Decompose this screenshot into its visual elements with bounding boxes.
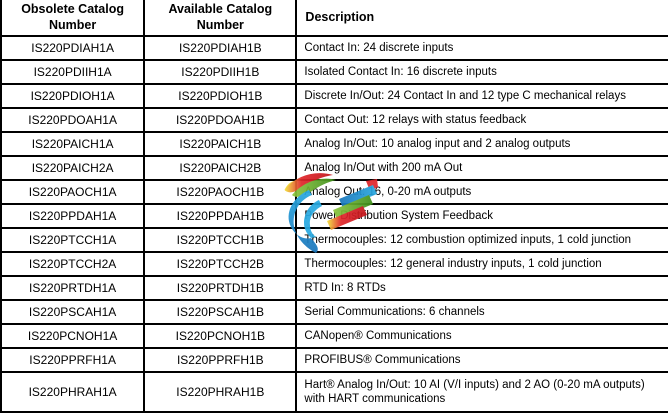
obsolete-cell: IS220PTCCH2A xyxy=(1,252,146,277)
obsolete-cell: IS220PAOCH1A xyxy=(1,180,146,205)
table-row: IS220PTCCH1A IS220PTCCH1B Thermocouples:… xyxy=(1,228,668,253)
description-cell: PROFIBUS® Communications xyxy=(296,348,668,373)
table-row: IS220PTCCH2A IS220PTCCH2B Thermocouples:… xyxy=(1,252,668,277)
table-row: IS220PAICH1A IS220PAICH1B Analog In/Out:… xyxy=(1,132,668,157)
description-cell: Discrete In/Out: 24 Contact In and 12 ty… xyxy=(296,84,668,109)
available-cell: IS220PTCCH2B xyxy=(144,252,298,277)
description-cell: Isolated Contact In: 16 discrete inputs xyxy=(296,60,668,85)
obsolete-cell: IS220PDIOH1A xyxy=(1,84,146,109)
available-cell: IS220PDOAH1B xyxy=(144,108,298,133)
obsolete-cell: IS220PAICH2A xyxy=(1,156,146,181)
description-cell: Power Distribution System Feedback xyxy=(296,204,668,229)
available-cell: IS220PAICH2B xyxy=(144,156,298,181)
table-body: IS220PDIAH1A IS220PDIAH1B Contact In: 24… xyxy=(1,36,668,413)
available-cell: IS220PDIAH1B xyxy=(144,36,298,61)
table-row: IS220PDIIH1A IS220PDIIH1B Isolated Conta… xyxy=(1,60,668,85)
available-cell: IS220PAOCH1B xyxy=(144,180,298,205)
table-row: IS220PCNOH1A IS220PCNOH1B CANopen® Commu… xyxy=(1,324,668,349)
description-cell: Contact In: 24 discrete inputs xyxy=(296,36,668,61)
available-cell: IS220PSCAH1B xyxy=(144,300,298,325)
col-header-obsolete-catalog-number: Obsolete Catalog Number xyxy=(1,0,146,37)
obsolete-cell: IS220PCNOH1A xyxy=(1,324,146,349)
obsolete-cell: IS220PDIAH1A xyxy=(1,36,146,61)
available-cell: IS220PAICH1B xyxy=(144,132,298,157)
description-cell: Analog In/Out: 10 analog input and 2 ana… xyxy=(296,132,668,157)
table-row: IS220PHRAH1A IS220PHRAH1B Hart® Analog I… xyxy=(1,372,668,413)
description-cell: Thermocouples: 12 combustion optimized i… xyxy=(296,228,668,253)
obsolete-cell: IS220PRTDH1A xyxy=(1,276,146,301)
table-row: IS220PAOCH1A IS220PAOCH1B Analog Out: 16… xyxy=(1,180,668,205)
table-row: IS220PDIAH1A IS220PDIAH1B Contact In: 24… xyxy=(1,36,668,61)
description-cell: Thermocouples: 12 general industry input… xyxy=(296,252,668,277)
table-row: IS220PRTDH1A IS220PRTDH1B RTD In: 8 RTDs xyxy=(1,276,668,301)
available-cell: IS220PDIOH1B xyxy=(144,84,298,109)
available-cell: IS220PDIIH1B xyxy=(144,60,298,85)
table-row: IS220PDOAH1A IS220PDOAH1B Contact Out: 1… xyxy=(1,108,668,133)
obsolete-cell: IS220PPDAH1A xyxy=(1,204,146,229)
available-cell: IS220PCNOH1B xyxy=(144,324,298,349)
description-cell: CANopen® Communications xyxy=(296,324,668,349)
table-row: IS220PPDAH1A IS220PPDAH1B Power Distribu… xyxy=(1,204,668,229)
table-row: IS220PPRFH1A IS220PPRFH1B PROFIBUS® Comm… xyxy=(1,348,668,373)
table-row: IS220PAICH2A IS220PAICH2B Analog In/Out … xyxy=(1,156,668,181)
table-row: IS220PDIOH1A IS220PDIOH1B Discrete In/Ou… xyxy=(1,84,668,109)
obsolete-cell: IS220PTCCH1A xyxy=(1,228,146,253)
available-cell: IS220PTCCH1B xyxy=(144,228,298,253)
col-header-available-catalog-number: Available Catalog Number xyxy=(144,0,298,37)
description-cell: Analog Out: 16, 0-20 mA outputs xyxy=(296,180,668,205)
obsolete-cell: IS220PSCAH1A xyxy=(1,300,146,325)
available-cell: IS220PHRAH1B xyxy=(144,372,298,413)
col-header-description: Description xyxy=(296,0,668,37)
available-cell: IS220PRTDH1B xyxy=(144,276,298,301)
obsolete-cell: IS220PPRFH1A xyxy=(1,348,146,373)
description-cell: Analog In/Out with 200 mA Out xyxy=(296,156,668,181)
description-cell: Contact Out: 12 relays with status feedb… xyxy=(296,108,668,133)
table-row: IS220PSCAH1A IS220PSCAH1B Serial Communi… xyxy=(1,300,668,325)
available-cell: IS220PPDAH1B xyxy=(144,204,298,229)
obsolete-cell: IS220PAICH1A xyxy=(1,132,146,157)
obsolete-cell: IS220PHRAH1A xyxy=(1,372,146,413)
description-cell: Serial Communications: 6 channels xyxy=(296,300,668,325)
available-cell: IS220PPRFH1B xyxy=(144,348,298,373)
description-cell: Hart® Analog In/Out: 10 AI (V/I inputs) … xyxy=(296,372,668,413)
table-header-row: Obsolete Catalog Number Available Catalo… xyxy=(1,0,668,37)
description-cell: RTD In: 8 RTDs xyxy=(296,276,668,301)
obsolete-cell: IS220PDOAH1A xyxy=(1,108,146,133)
obsolete-cell: IS220PDIIH1A xyxy=(1,60,146,85)
